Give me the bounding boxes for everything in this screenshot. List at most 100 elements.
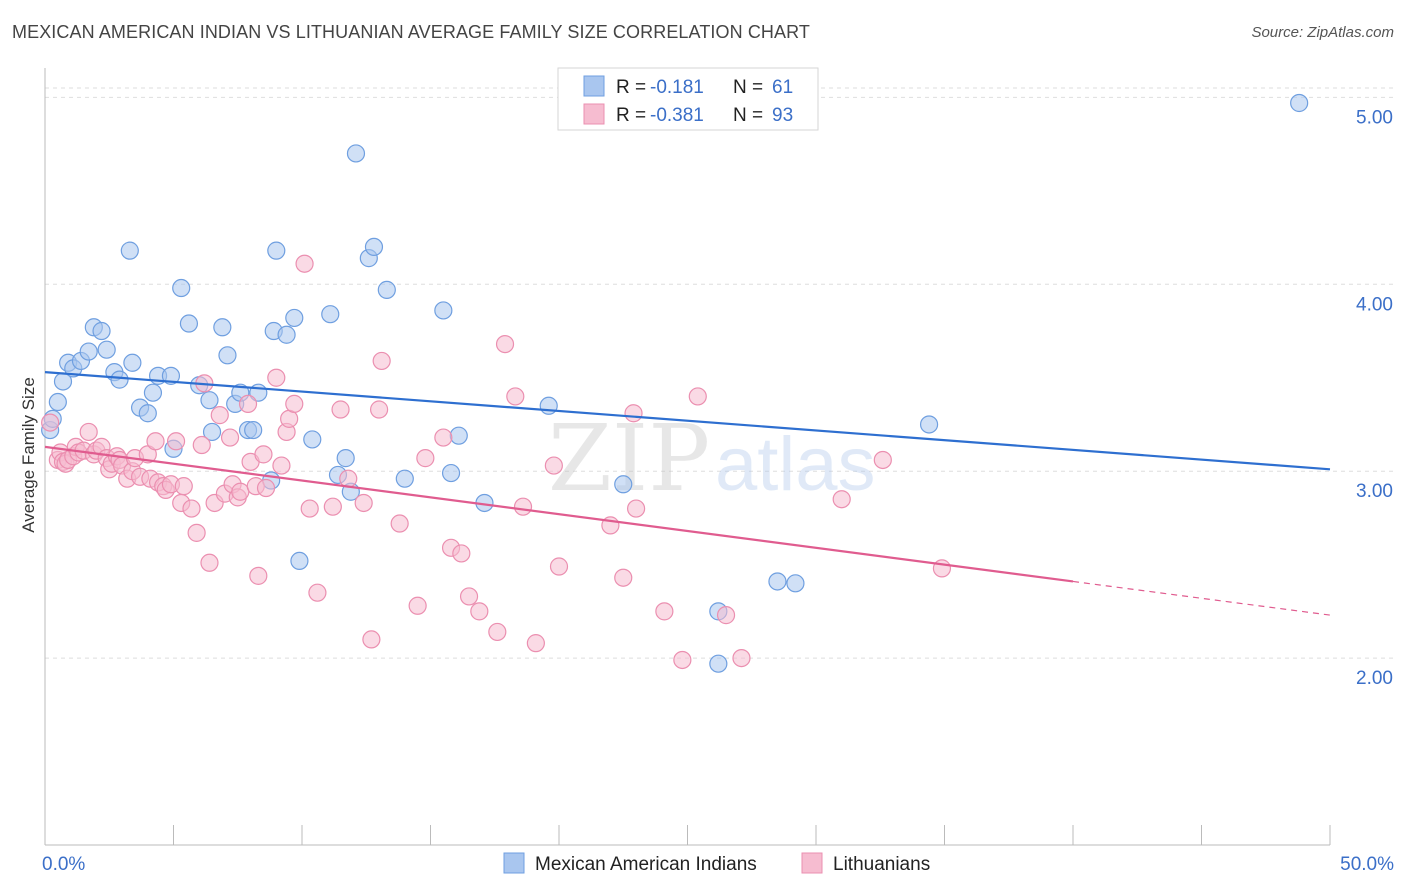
data-point — [372, 351, 391, 371]
data-point — [549, 557, 569, 576]
legend-r-value: -0.381 — [650, 105, 704, 126]
x-tick-label-left: 0.0% — [42, 854, 85, 875]
data-point — [434, 428, 453, 447]
data-point — [336, 449, 355, 468]
data-point — [249, 566, 268, 585]
data-point — [254, 445, 273, 464]
data-point — [182, 499, 201, 518]
data-point — [416, 449, 435, 468]
watermark-zip: ZIP — [548, 405, 710, 512]
data-point — [655, 602, 674, 621]
watermark-atlas: atlas — [715, 422, 876, 507]
data-point — [143, 383, 163, 402]
legend-box: R = -0.181 N = 61 R = -0.381 N = 93 — [557, 67, 819, 131]
legend-n-label: N = — [733, 105, 763, 126]
data-point — [79, 342, 98, 361]
bottom-legend: Mexican American Indians Lithuanians — [503, 852, 930, 875]
data-point — [395, 469, 414, 488]
data-point — [626, 499, 646, 518]
data-point — [709, 654, 728, 673]
data-point — [213, 318, 232, 337]
data-point — [716, 606, 736, 625]
y-tick-label: 3.00 — [1356, 481, 1393, 502]
trend-line-series-0 — [44, 371, 1331, 471]
legend-n-value: 61 — [772, 77, 793, 98]
data-point — [673, 650, 692, 670]
data-point — [408, 596, 427, 615]
data-point — [339, 469, 358, 488]
data-point — [434, 301, 453, 320]
data-point — [768, 572, 787, 591]
data-point — [441, 463, 461, 483]
data-point — [526, 634, 545, 653]
legend-r-label: R = — [616, 105, 646, 126]
data-point — [277, 325, 296, 344]
legend-n-value: 93 — [772, 105, 793, 126]
legend-r-label: R = — [616, 77, 646, 98]
legend-n-label: N = — [733, 77, 763, 98]
data-point — [544, 456, 563, 475]
x-tick-label-right: 50.0% — [1340, 854, 1394, 875]
data-point — [614, 475, 633, 494]
series-0-points — [41, 93, 1309, 673]
data-point — [449, 426, 468, 445]
data-point — [370, 400, 389, 419]
data-point — [92, 321, 111, 341]
data-point — [48, 392, 67, 412]
data-point — [220, 428, 240, 447]
data-point — [192, 435, 211, 455]
data-point — [1290, 93, 1309, 113]
data-point — [354, 493, 373, 513]
data-point — [832, 490, 851, 509]
data-point — [97, 340, 116, 359]
y-axis-title: Average Family Size — [19, 377, 38, 533]
watermark: ZIP atlas — [548, 405, 876, 512]
data-point — [364, 237, 384, 257]
data-point — [256, 478, 276, 498]
data-point — [79, 422, 98, 442]
trend-line-series-1 — [44, 445, 1074, 583]
data-point — [267, 241, 286, 260]
data-point — [187, 523, 206, 542]
data-point — [323, 497, 342, 516]
y-tick-label: 4.00 — [1356, 294, 1393, 315]
data-point — [210, 406, 229, 425]
data-point — [138, 404, 157, 423]
data-point — [873, 450, 892, 470]
data-point — [200, 391, 219, 410]
data-point — [123, 353, 142, 372]
data-point — [346, 144, 366, 163]
data-point — [41, 413, 60, 432]
data-point — [506, 387, 525, 406]
data-point — [295, 254, 314, 273]
data-point — [231, 482, 250, 501]
data-point — [272, 456, 291, 475]
data-point — [290, 551, 309, 571]
data-point — [452, 544, 471, 563]
data-point — [179, 314, 199, 333]
data-point — [300, 499, 319, 518]
data-point — [238, 394, 258, 414]
data-point — [624, 404, 643, 423]
data-point — [459, 587, 479, 606]
legend-swatch — [583, 103, 605, 125]
data-point — [513, 497, 533, 516]
chart-title: MEXICAN AMERICAN INDIAN VS LITHUANIAN AV… — [12, 22, 810, 42]
data-point — [614, 568, 633, 587]
bottom-legend-label: Lithuanians — [833, 854, 930, 875]
data-point — [161, 366, 181, 385]
data-point — [120, 241, 139, 260]
data-point — [218, 346, 237, 365]
bottom-legend-label: Mexican American Indians — [535, 854, 757, 875]
data-point — [688, 387, 707, 406]
data-point — [308, 583, 327, 602]
data-point — [202, 422, 222, 442]
data-point — [172, 278, 191, 298]
data-point — [377, 280, 396, 299]
data-point — [390, 514, 409, 533]
data-point — [303, 430, 322, 449]
data-point — [495, 334, 515, 354]
trend-line-dashed-series-1 — [1072, 580, 1331, 616]
bottom-legend-swatch — [503, 852, 525, 874]
